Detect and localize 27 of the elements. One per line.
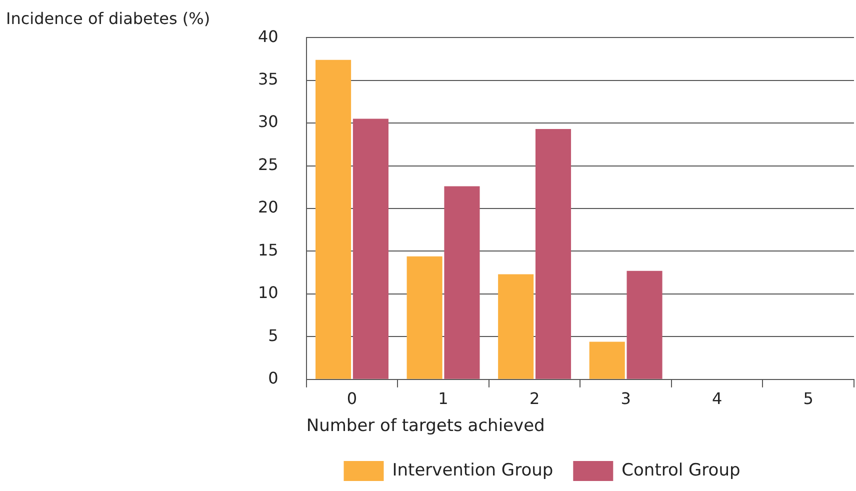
- legend-label: Intervention Group: [392, 460, 554, 480]
- bar: [498, 274, 534, 379]
- x-axis-title: Number of targets achieved: [306, 416, 545, 436]
- y-tick-label: 40: [258, 26, 278, 46]
- x-tick-label: 0: [346, 389, 358, 408]
- legend-label: Control Group: [622, 460, 740, 480]
- y-tick-label: 25: [258, 154, 278, 174]
- bar: [316, 60, 352, 379]
- x-tick-label: 1: [438, 389, 448, 408]
- bar: [589, 342, 625, 379]
- x-tick-label: 3: [620, 389, 631, 408]
- y-tick-label: 30: [258, 112, 278, 132]
- bar: [406, 256, 442, 379]
- y-tick-label: 35: [258, 69, 278, 88]
- bar: [352, 118, 388, 379]
- y-axis-title: Incidence of diabetes (%): [6, 9, 210, 28]
- x-tick-label: 2: [529, 389, 540, 408]
- bar: [626, 270, 662, 379]
- bar: [444, 186, 480, 379]
- y-tick-label: 10: [258, 283, 278, 302]
- y-tick-label: 20: [258, 198, 278, 217]
- bar: [535, 129, 572, 379]
- y-tick-label: 15: [258, 240, 278, 260]
- y-tick-label: 5: [268, 326, 278, 345]
- x-tick-label: 5: [803, 389, 814, 408]
- y-tick-label: 0: [268, 368, 278, 388]
- x-tick-label: 4: [712, 389, 722, 408]
